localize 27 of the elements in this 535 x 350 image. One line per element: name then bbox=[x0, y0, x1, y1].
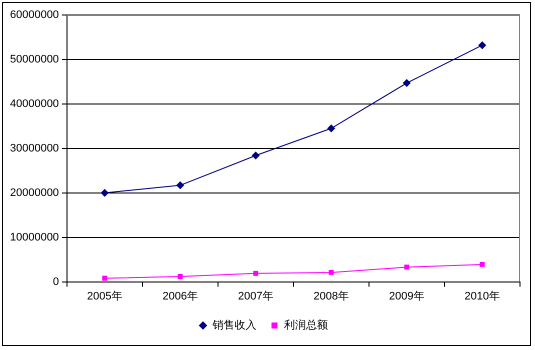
point bbox=[480, 262, 485, 267]
y-tick-label: 0 bbox=[52, 276, 59, 288]
point bbox=[253, 270, 258, 276]
x-tick-label: 2006年 bbox=[162, 290, 198, 302]
y-tick-label: 60000000 bbox=[10, 9, 59, 22]
y-tick-label: 10000000 bbox=[10, 231, 59, 244]
point bbox=[328, 270, 334, 275]
point bbox=[404, 264, 410, 270]
x-tick-label: 2008年 bbox=[313, 290, 349, 302]
x-tick-label: 2005年 bbox=[86, 290, 122, 302]
x-tick-label: 2010年 bbox=[464, 290, 500, 302]
point bbox=[478, 41, 486, 50]
y-tick-label: 30000000 bbox=[10, 142, 59, 154]
legend-label: 利润总额 bbox=[284, 318, 328, 332]
point bbox=[100, 188, 109, 197]
point bbox=[102, 276, 108, 281]
point bbox=[176, 181, 184, 190]
y-tick-label: 50000000 bbox=[10, 54, 59, 66]
point bbox=[178, 274, 183, 279]
y-tick-label: 20000000 bbox=[10, 186, 59, 199]
point bbox=[252, 152, 260, 160]
x-tick-label: 2009年 bbox=[388, 290, 424, 302]
y-tick-label: 40000000 bbox=[10, 98, 59, 110]
legend-label: 销售收入 bbox=[212, 318, 256, 332]
x-tick-label: 2007年 bbox=[238, 290, 274, 302]
point bbox=[327, 124, 336, 132]
point bbox=[402, 79, 411, 88]
